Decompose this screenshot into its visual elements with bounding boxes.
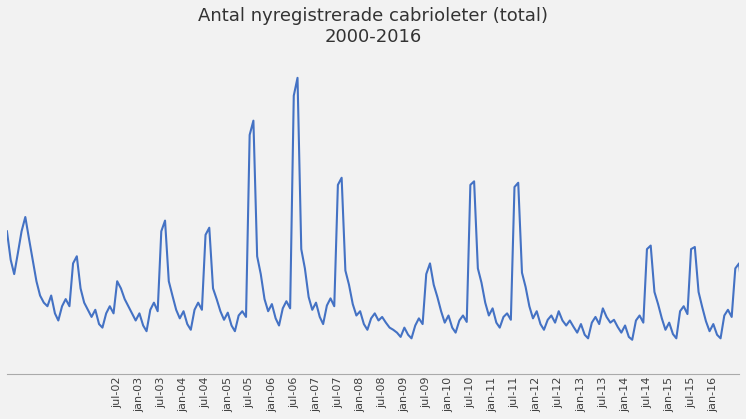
Title: Antal nyregistrerade cabrioleter (total)
2000-2016: Antal nyregistrerade cabrioleter (total)… [198,7,548,46]
